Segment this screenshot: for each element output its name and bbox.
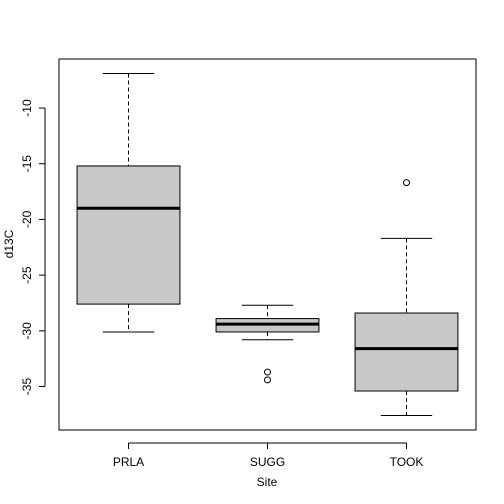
x-tick-label: TOOK: [390, 455, 424, 469]
y-tick-label: -30: [20, 322, 34, 340]
plot-frame: [58, 58, 477, 431]
x-tick-label: SUGG: [250, 455, 285, 469]
box-prla: [76, 165, 181, 305]
y-tick-label: -15: [20, 155, 34, 173]
outlier-point: [264, 376, 271, 384]
y-tick-label: -35: [20, 378, 34, 396]
y-axis-label: d13C: [2, 229, 16, 258]
box-took: [354, 312, 459, 392]
x-tick-label: PRLA: [113, 455, 144, 469]
y-tick-label: -10: [20, 99, 34, 117]
y-tick-label: -20: [20, 210, 34, 228]
x-axis-label: Site: [257, 475, 278, 489]
outlier-point: [264, 368, 271, 376]
y-tick-label: -25: [20, 266, 34, 284]
outlier-point: [403, 179, 410, 187]
